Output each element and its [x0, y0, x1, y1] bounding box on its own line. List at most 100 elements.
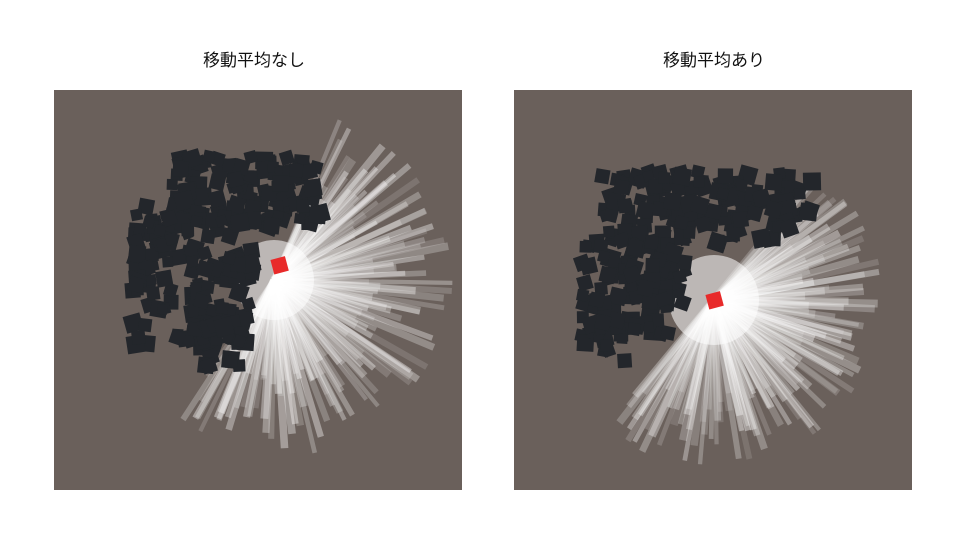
cube	[189, 215, 203, 228]
cube	[127, 275, 145, 294]
cube	[750, 227, 772, 249]
cube	[145, 274, 157, 286]
cube	[243, 149, 258, 165]
cube	[155, 269, 174, 288]
cube	[593, 313, 612, 332]
panel-title-with-moving-average: 移動平均あり	[663, 51, 765, 71]
cube	[296, 199, 310, 213]
cube	[641, 169, 655, 183]
cube	[627, 322, 642, 337]
cube	[746, 204, 764, 223]
cube	[200, 228, 216, 245]
cube	[645, 257, 661, 273]
cube	[142, 215, 156, 229]
cube	[602, 225, 615, 238]
cube	[193, 187, 213, 207]
cube	[186, 255, 199, 268]
scene-canvas	[572, 163, 880, 465]
cube	[181, 223, 195, 237]
cube	[207, 189, 227, 209]
cube	[226, 170, 245, 189]
cube	[799, 202, 819, 222]
cube	[164, 232, 178, 246]
cube	[168, 328, 187, 347]
cube	[300, 162, 319, 181]
cube	[137, 197, 156, 216]
panel-title-without-moving-average: 移動平均なし	[203, 51, 305, 71]
cube	[673, 293, 692, 312]
cube	[173, 189, 195, 212]
cube	[130, 208, 144, 222]
cube	[127, 244, 147, 264]
cube	[289, 163, 304, 178]
cube	[598, 265, 618, 285]
cube	[641, 292, 659, 310]
cube	[196, 245, 213, 262]
cube	[133, 223, 146, 237]
cube	[262, 216, 281, 235]
cube	[636, 278, 656, 298]
cube	[644, 235, 659, 250]
cube	[202, 149, 216, 163]
cube	[594, 168, 611, 185]
cube	[683, 226, 696, 239]
target-cube	[705, 291, 724, 310]
cube	[662, 241, 684, 264]
cube	[717, 168, 734, 184]
cube	[278, 149, 295, 166]
cube	[215, 301, 229, 315]
cube	[221, 250, 237, 266]
cube	[293, 212, 306, 225]
cube	[608, 286, 628, 307]
cube	[617, 353, 633, 369]
cube	[232, 334, 247, 348]
cube	[716, 187, 730, 201]
cube	[272, 175, 289, 192]
cube	[144, 247, 159, 263]
cube	[731, 211, 750, 229]
scene-canvas	[122, 119, 453, 454]
target-cube	[270, 256, 289, 275]
cube	[607, 311, 626, 330]
cube	[689, 195, 711, 216]
cube	[672, 166, 692, 187]
scene-view-with-moving-average	[514, 90, 912, 490]
cube	[654, 291, 672, 308]
cube	[576, 274, 594, 292]
cube	[676, 254, 693, 271]
cube	[672, 269, 688, 285]
cube	[763, 199, 783, 219]
cube	[593, 238, 609, 254]
cube	[660, 325, 677, 341]
cube	[308, 205, 328, 225]
cube	[802, 172, 822, 191]
cube	[635, 200, 655, 220]
cube	[600, 339, 613, 352]
cube	[200, 357, 218, 375]
cube	[224, 355, 238, 368]
cube	[670, 181, 686, 198]
cube	[663, 192, 682, 211]
cube	[172, 160, 190, 178]
cube	[673, 215, 689, 231]
cube	[613, 231, 632, 250]
cube	[576, 288, 590, 302]
cube	[579, 256, 599, 276]
cube-cluster	[572, 163, 822, 369]
cube	[603, 207, 620, 224]
cube	[229, 212, 251, 233]
cube	[579, 240, 592, 253]
cube	[613, 179, 630, 196]
cube	[271, 200, 284, 213]
cube	[705, 203, 723, 220]
cube	[597, 250, 611, 264]
cube	[131, 329, 147, 345]
cube	[622, 264, 642, 285]
cube	[156, 303, 168, 315]
cube	[642, 321, 655, 334]
cube	[145, 286, 161, 301]
cube	[137, 317, 153, 333]
cube	[778, 217, 800, 239]
cube	[303, 178, 323, 198]
scene-view-without-moving-average	[54, 90, 462, 490]
